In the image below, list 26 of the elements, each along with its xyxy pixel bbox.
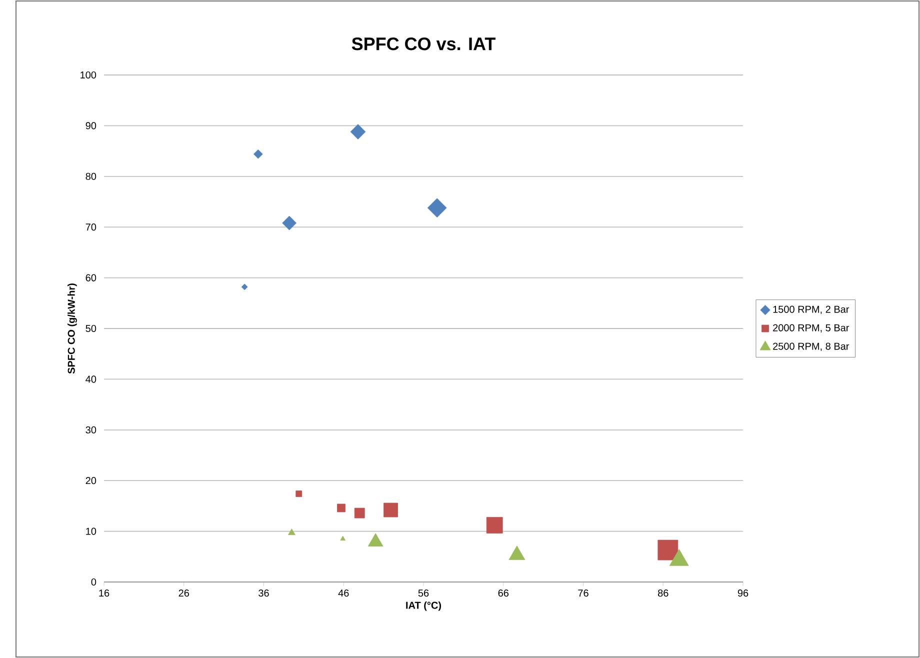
y-tick-label: 80	[86, 172, 96, 180]
y-tick-label: 40	[86, 376, 96, 383]
y-axis-title: SPFC CO (g/kW-hr)	[68, 284, 77, 374]
y-tick-label: 100	[80, 71, 96, 79]
x-axis-title: IAT (°C)	[406, 601, 442, 611]
y-tick-label: 0	[91, 578, 96, 586]
x-tick-label: 56	[418, 590, 429, 597]
x-tick-label: 36	[258, 590, 269, 597]
x-tick-label: 16	[99, 590, 110, 597]
x-tick-label: 96	[738, 590, 748, 597]
y-tick-label: 90	[86, 122, 96, 130]
y-tick-label: 20	[86, 477, 96, 484]
x-tick-label: 26	[178, 590, 189, 597]
x-tick-label: 86	[658, 590, 668, 597]
x-tick-label: 76	[578, 590, 588, 597]
y-tick-label: 60	[86, 274, 96, 282]
y-tick-label: 10	[86, 528, 96, 535]
legend-label: 1500 RPM, 2 Bar	[773, 306, 850, 314]
legend-label: 2500 RPM, 8 Bar	[773, 342, 850, 352]
y-tick-label: 70	[86, 224, 96, 231]
y-tick-label: 30	[86, 426, 96, 434]
x-tick-label: 46	[338, 590, 349, 597]
x-tick-label: 66	[498, 590, 509, 597]
chart-title: SPFC CO vs. IAT	[352, 37, 496, 50]
legend-label: 2000 RPM, 5 Bar	[773, 324, 850, 333]
y-tick-label: 50	[86, 324, 96, 332]
